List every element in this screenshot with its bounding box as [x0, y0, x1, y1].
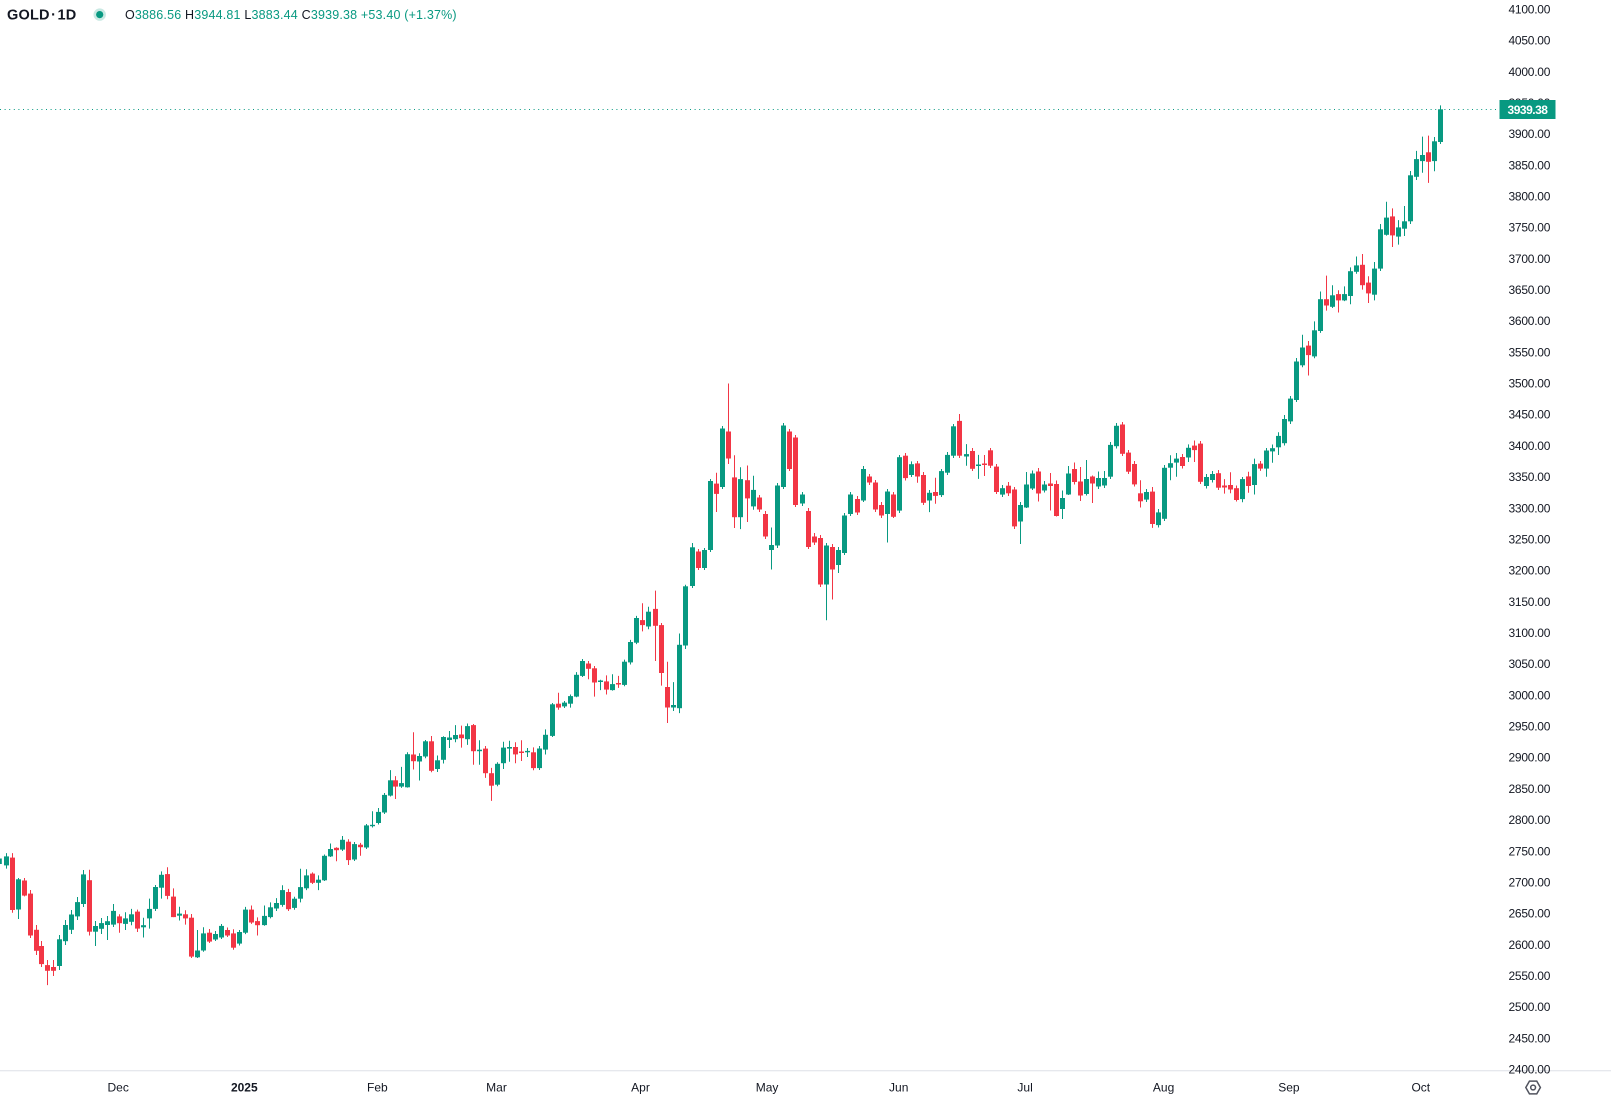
svg-text:3800.00: 3800.00	[1509, 190, 1551, 204]
svg-text:2750.00: 2750.00	[1509, 844, 1551, 858]
svg-text:O3886.56 H3944.81 L3883.44 C39: O3886.56 H3944.81 L3883.44 C3939.38 +53.…	[125, 8, 457, 22]
svg-text:4050.00: 4050.00	[1509, 34, 1551, 48]
svg-text:Mar: Mar	[486, 1081, 507, 1095]
svg-text:Oct: Oct	[1411, 1081, 1430, 1095]
svg-text:3350.00: 3350.00	[1509, 470, 1551, 484]
svg-text:3200.00: 3200.00	[1509, 564, 1551, 578]
svg-text:2500.00: 2500.00	[1509, 1000, 1551, 1014]
svg-text:GOLD · 1D: GOLD · 1D	[7, 7, 76, 23]
svg-text:3900.00: 3900.00	[1509, 127, 1551, 141]
svg-text:4000.00: 4000.00	[1509, 65, 1551, 79]
svg-text:3700.00: 3700.00	[1509, 252, 1551, 266]
svg-text:2450.00: 2450.00	[1509, 1031, 1551, 1045]
svg-text:3650.00: 3650.00	[1509, 283, 1551, 297]
svg-text:Dec: Dec	[108, 1081, 129, 1095]
svg-text:2025: 2025	[231, 1081, 258, 1095]
svg-text:2800.00: 2800.00	[1509, 813, 1551, 827]
svg-text:Jun: Jun	[889, 1081, 908, 1095]
svg-text:3100.00: 3100.00	[1509, 626, 1551, 640]
svg-text:Jul: Jul	[1017, 1081, 1032, 1095]
svg-text:Sep: Sep	[1278, 1081, 1300, 1095]
svg-text:2650.00: 2650.00	[1509, 907, 1551, 921]
svg-text:2400.00: 2400.00	[1509, 1063, 1551, 1077]
svg-text:3400.00: 3400.00	[1509, 439, 1551, 453]
svg-text:4100.00: 4100.00	[1509, 2, 1551, 16]
svg-text:3550.00: 3550.00	[1509, 345, 1551, 359]
svg-text:3939.38: 3939.38	[1508, 103, 1549, 117]
svg-text:2950.00: 2950.00	[1509, 720, 1551, 734]
svg-text:2600.00: 2600.00	[1509, 938, 1551, 952]
svg-text:3750.00: 3750.00	[1509, 221, 1551, 235]
svg-text:Apr: Apr	[631, 1081, 650, 1095]
svg-text:3000.00: 3000.00	[1509, 688, 1551, 702]
svg-text:May: May	[756, 1081, 779, 1095]
svg-text:Feb: Feb	[367, 1081, 388, 1095]
svg-text:3250.00: 3250.00	[1509, 533, 1551, 547]
svg-text:3050.00: 3050.00	[1509, 657, 1551, 671]
svg-text:2550.00: 2550.00	[1509, 969, 1551, 983]
svg-text:3300.00: 3300.00	[1509, 501, 1551, 515]
svg-text:Aug: Aug	[1153, 1081, 1174, 1095]
svg-text:2850.00: 2850.00	[1509, 782, 1551, 796]
svg-text:3850.00: 3850.00	[1509, 158, 1551, 172]
svg-text:2700.00: 2700.00	[1509, 875, 1551, 889]
svg-text:2900.00: 2900.00	[1509, 751, 1551, 765]
svg-text:3600.00: 3600.00	[1509, 314, 1551, 328]
svg-text:3150.00: 3150.00	[1509, 595, 1551, 609]
svg-text:3500.00: 3500.00	[1509, 377, 1551, 391]
svg-text:3450.00: 3450.00	[1509, 408, 1551, 422]
